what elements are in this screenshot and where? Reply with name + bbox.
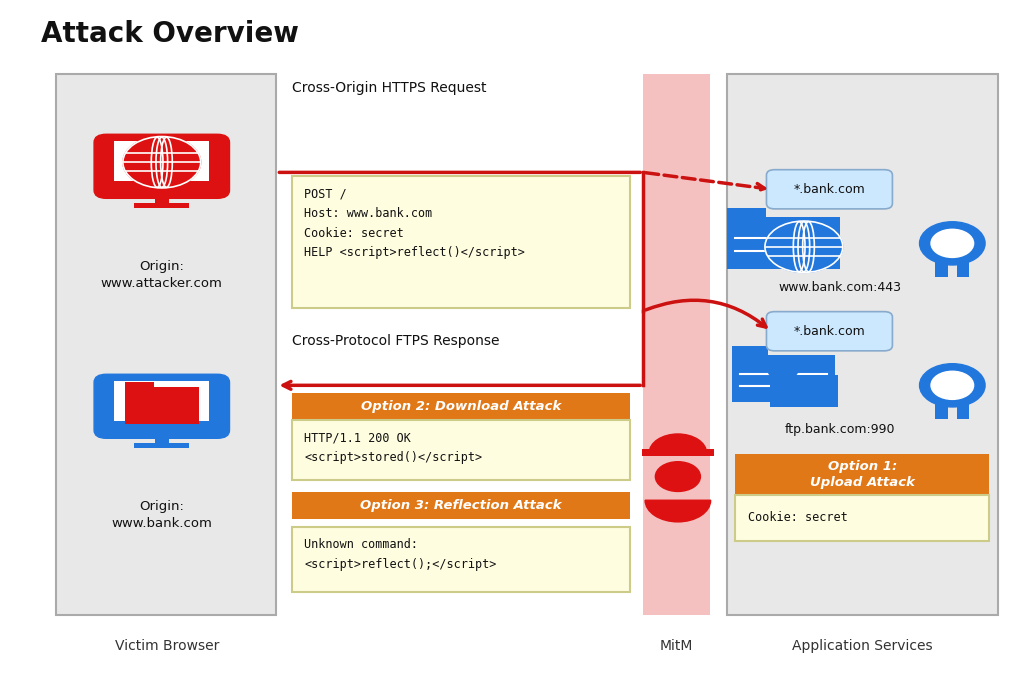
Bar [732, 346, 768, 355]
FancyBboxPatch shape [956, 404, 970, 419]
Text: Cross-Protocol FTPS Response: Cross-Protocol FTPS Response [292, 335, 500, 348]
FancyBboxPatch shape [768, 366, 798, 376]
FancyBboxPatch shape [292, 527, 630, 592]
Text: Unknown command:
<script>reflect();</script>: Unknown command: <script>reflect();</scr… [304, 538, 497, 571]
FancyBboxPatch shape [735, 454, 989, 495]
Text: ftp.bank.com:990: ftp.bank.com:990 [784, 422, 895, 435]
Text: *.bank.com: *.bank.com [794, 324, 865, 338]
Bar [732, 355, 835, 402]
Bar [125, 387, 199, 424]
Bar [134, 443, 189, 448]
Wedge shape [645, 500, 711, 522]
Text: MitM: MitM [659, 639, 692, 652]
FancyBboxPatch shape [292, 420, 630, 480]
FancyBboxPatch shape [727, 74, 998, 615]
FancyBboxPatch shape [735, 495, 989, 541]
Text: Option 2: Download Attack: Option 2: Download Attack [360, 400, 561, 414]
FancyBboxPatch shape [292, 393, 630, 420]
Text: Victim Browser: Victim Browser [115, 639, 219, 652]
Text: Origin:
www.bank.com: Origin: www.bank.com [112, 500, 212, 530]
FancyBboxPatch shape [935, 404, 948, 419]
Circle shape [920, 222, 985, 265]
FancyBboxPatch shape [956, 262, 970, 277]
FancyBboxPatch shape [292, 492, 630, 519]
Bar [642, 449, 714, 456]
Text: Application Services: Application Services [792, 639, 933, 652]
FancyBboxPatch shape [56, 74, 276, 615]
Circle shape [920, 364, 985, 407]
FancyBboxPatch shape [766, 312, 893, 351]
Bar [727, 208, 766, 218]
Text: HTTP/1.1 200 OK
<script>stored()</script>: HTTP/1.1 200 OK <script>stored()</script… [304, 431, 482, 464]
Text: Option 1:
Upload Attack: Option 1: Upload Attack [810, 460, 914, 489]
Wedge shape [649, 434, 707, 453]
Circle shape [931, 371, 974, 400]
Circle shape [655, 462, 700, 491]
FancyBboxPatch shape [643, 74, 710, 615]
FancyBboxPatch shape [292, 176, 630, 308]
Bar [134, 203, 189, 208]
FancyBboxPatch shape [115, 381, 210, 421]
Bar [155, 433, 169, 444]
Circle shape [123, 137, 201, 188]
Text: Cookie: secret: Cookie: secret [748, 511, 847, 525]
Text: Option 3: Reflection Attack: Option 3: Reflection Attack [360, 499, 561, 512]
Text: Cross-Origin HTTPS Request: Cross-Origin HTTPS Request [292, 81, 486, 95]
Bar [155, 193, 169, 204]
FancyBboxPatch shape [94, 135, 229, 198]
Text: Origin:
www.attacker.com: Origin: www.attacker.com [100, 260, 223, 290]
Bar [125, 382, 155, 390]
Bar [770, 375, 838, 407]
Text: Attack Overview: Attack Overview [41, 20, 299, 48]
FancyBboxPatch shape [766, 170, 893, 209]
FancyBboxPatch shape [94, 375, 229, 438]
FancyBboxPatch shape [115, 141, 210, 181]
Bar [727, 218, 840, 269]
Text: www.bank.com:443: www.bank.com:443 [778, 281, 901, 293]
FancyBboxPatch shape [935, 262, 948, 277]
Circle shape [765, 221, 843, 272]
Circle shape [931, 229, 974, 258]
Text: *.bank.com: *.bank.com [794, 183, 865, 196]
Text: POST /
Host: www.bank.com
Cookie: secret
HELP <script>reflect()</script>: POST / Host: www.bank.com Cookie: secret… [304, 188, 525, 260]
